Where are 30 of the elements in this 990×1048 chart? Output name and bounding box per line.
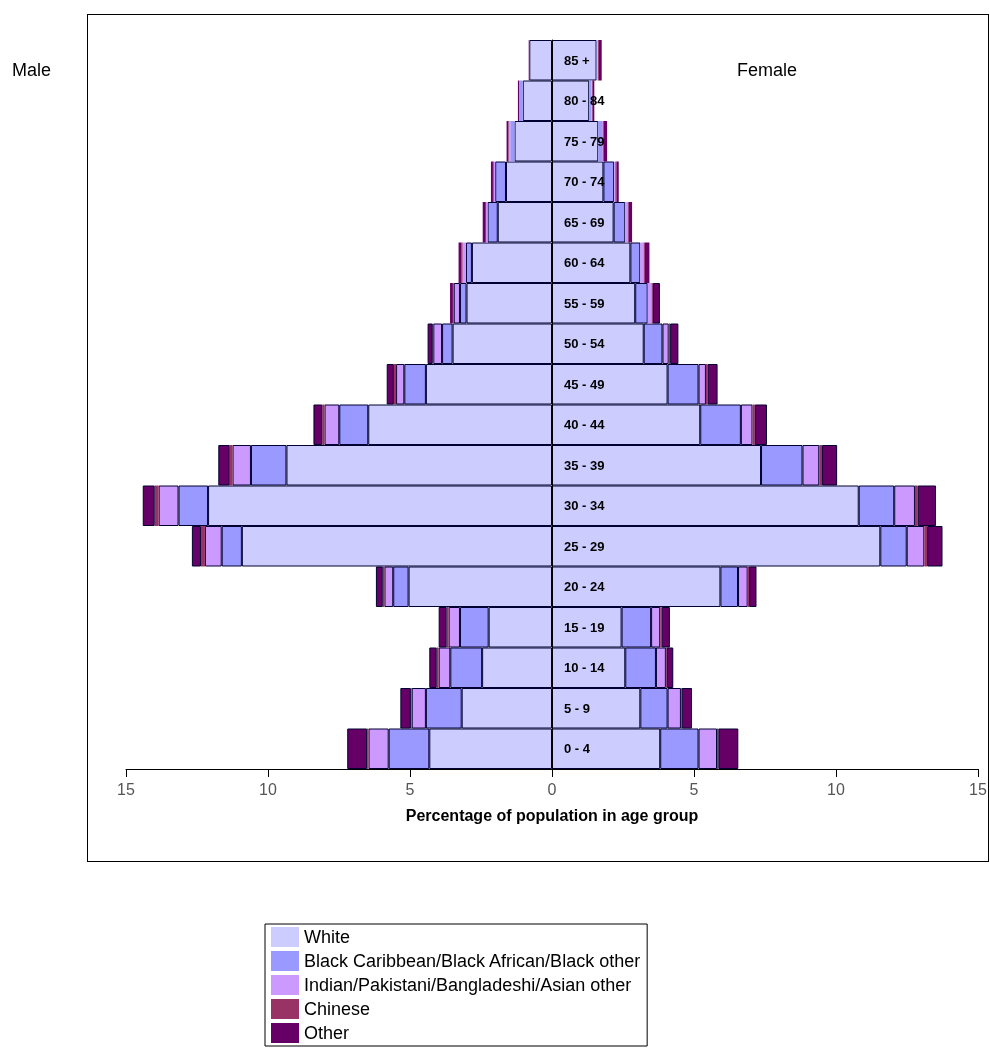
y-tick-label: 30 - 34: [564, 498, 606, 514]
y-tick-label: 40 - 44: [564, 417, 606, 433]
y-tick-label: 85 +: [564, 52, 591, 68]
y-tick-label: 0 - 4: [564, 741, 591, 757]
y-tick-label: 65 - 69: [564, 214, 605, 230]
y-tick-label: 45 - 49: [564, 376, 605, 392]
legend-label: Other: [304, 1023, 350, 1043]
y-tick-label: 55 - 59: [564, 295, 605, 311]
y-tick-label: 5 - 9: [564, 700, 591, 716]
text: Male: [8, 58, 56, 83]
x-axis-title: Percentage of population in age group: [405, 806, 699, 824]
x-tick-label: 5: [405, 780, 415, 798]
y-tick-label: 50 - 54: [564, 336, 606, 352]
legend-label: Indian/Pakistani/Bangladeshi/Asian other: [304, 975, 632, 995]
x-tick-label: 15: [117, 780, 135, 798]
y-tick-label: 10 - 14: [564, 660, 606, 676]
x-tick-label: 5: [689, 780, 699, 798]
legend-label: Chinese: [304, 999, 371, 1019]
y-tick-label: 15 - 19: [564, 619, 605, 635]
legend-label: Black Caribbean/Black African/Black other: [304, 951, 641, 971]
y-tick-label: 20 - 24: [564, 579, 606, 595]
y-tick-label: 60 - 64: [564, 255, 606, 271]
legend-label: White: [304, 927, 351, 947]
y-tick-label: 25 - 29: [564, 538, 605, 554]
x-tick-label: 0: [547, 780, 557, 798]
x-tick-label: 10: [827, 780, 845, 798]
x-tick-label: 15: [969, 780, 987, 798]
x-tick-label: 10: [259, 780, 277, 798]
annotation: Female: [733, 58, 802, 83]
y-tick-label: 35 - 39: [564, 457, 605, 473]
